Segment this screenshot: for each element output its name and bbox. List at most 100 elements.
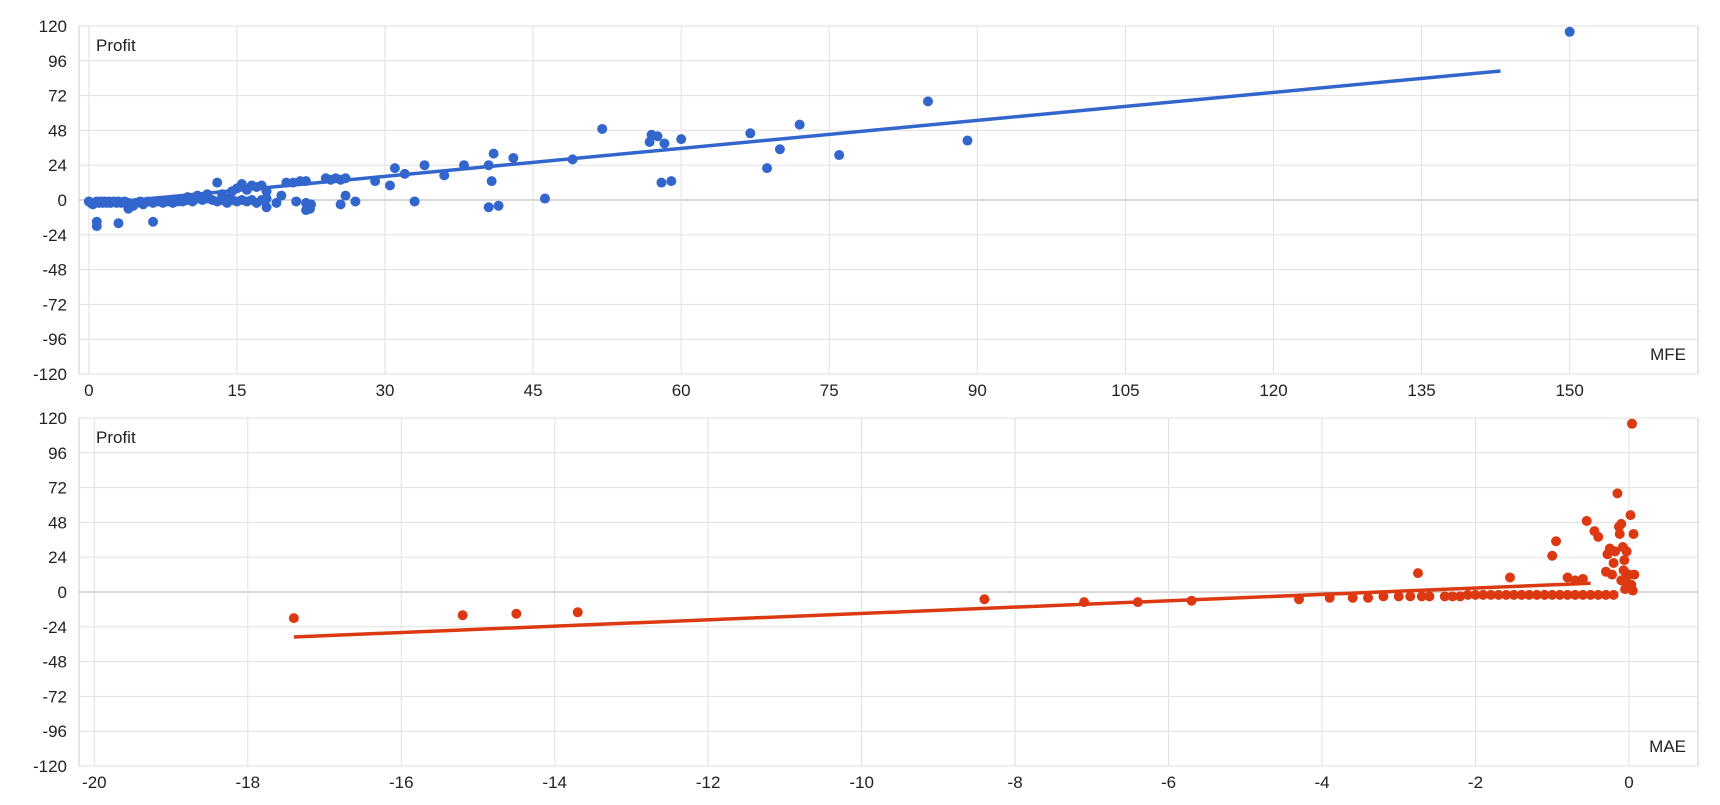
mae-data-point	[1600, 589, 1611, 600]
mfe-data-point	[148, 216, 159, 227]
mae-data-point	[1455, 591, 1466, 602]
mae-data-point	[1607, 569, 1618, 580]
mae-data-point	[1581, 515, 1592, 526]
mfe-y-tick-label: 96	[48, 52, 67, 71]
mfe-data-point	[340, 190, 351, 201]
mae-x-tick-label: -10	[849, 773, 874, 792]
mfe-data-point	[439, 170, 450, 181]
mfe-data-point	[745, 128, 756, 139]
mfe-x-tick-label: 105	[1111, 381, 1139, 400]
mfe-data-point	[652, 131, 663, 142]
mae-data-point	[1608, 558, 1619, 568]
mae-data-point	[1627, 418, 1638, 429]
mae-data-point	[1516, 589, 1527, 600]
mfe-data-point	[493, 200, 504, 211]
mae-y-tick-label: -48	[42, 653, 67, 672]
mfe-x-tick-label: 90	[968, 381, 987, 400]
mae-data-point	[1612, 488, 1623, 499]
mfe-data-point	[486, 176, 497, 187]
mae-data-point	[511, 608, 522, 619]
mae-data-point	[1619, 555, 1630, 566]
mae-data-point	[1593, 531, 1604, 542]
mae-data-point	[1577, 573, 1588, 584]
mae-data-point	[1531, 589, 1542, 600]
mfe-data-point	[335, 199, 346, 210]
mfe-y-tick-label: -72	[42, 295, 67, 314]
mae-y-tick-label: 48	[48, 513, 67, 532]
mfe-y-tick-label: 48	[48, 121, 67, 140]
mfe-data-point	[676, 134, 687, 145]
mae-y-tick-label: -72	[42, 687, 67, 706]
mfe-data-point	[774, 144, 785, 155]
mae-data-point	[1547, 550, 1558, 561]
mae-data-point	[1577, 589, 1588, 600]
mae-data-point	[457, 610, 468, 621]
mae-data-point	[1462, 589, 1473, 600]
mfe-data-point	[389, 163, 400, 174]
mfe-x-tick-label: 60	[672, 381, 691, 400]
mae-y-tick-label: 24	[48, 548, 67, 567]
mae-data-point	[1347, 592, 1358, 603]
mfe-data-point	[276, 190, 287, 201]
mfe-data-point	[409, 196, 420, 207]
mae-data-point	[1393, 591, 1404, 602]
mfe-data-point	[261, 193, 272, 204]
mae-x-tick-label: 0	[1624, 773, 1633, 792]
mae-data-point	[1608, 589, 1619, 600]
mae-data-point	[1378, 591, 1389, 602]
mfe-y-tick-label: -48	[42, 261, 67, 280]
mae-y-tick-label: 0	[58, 583, 67, 602]
mfe-trendline	[88, 69, 1501, 207]
mfe-data-point	[922, 96, 933, 107]
mae-y-tick-label: -24	[42, 618, 67, 637]
mae-x-tick-label: -6	[1161, 773, 1176, 792]
mfe-data-point	[597, 123, 608, 134]
mfe-data-point	[834, 150, 845, 161]
mfe-data-point	[539, 193, 550, 204]
mae-data-point	[1439, 591, 1450, 602]
mae-x-axis-title: MAE	[1649, 737, 1686, 756]
mfe-x-tick-label: 45	[524, 381, 543, 400]
mae-data-point	[1625, 510, 1636, 521]
mae-x-tick-label: -20	[82, 773, 107, 792]
mfe-y-tick-label: 120	[39, 17, 67, 36]
mfe-y-axis-title: Profit	[96, 36, 136, 55]
mae-x-tick-label: -18	[236, 773, 261, 792]
mfe-data-point	[222, 193, 233, 204]
mae-data-point	[1416, 591, 1427, 602]
mfe-y-tick-label: -96	[42, 330, 67, 349]
mae-data-point	[1614, 529, 1625, 539]
mae-data-point	[1493, 589, 1504, 600]
mfe-data-point	[794, 119, 805, 130]
mae-data-point	[1363, 592, 1374, 603]
mae-y-tick-label: -120	[33, 757, 67, 776]
mae-data-point	[1627, 585, 1638, 596]
mfe-data-point	[483, 202, 494, 213]
mae-y-axis-title: Profit	[96, 428, 136, 447]
mfe-x-tick-label: 30	[376, 381, 395, 400]
mae-data-point	[1562, 589, 1573, 600]
mae-x-tick-label: -16	[389, 773, 414, 792]
mae-data-point	[1501, 589, 1512, 600]
mfe-y-tick-label: 24	[48, 156, 67, 175]
mae-data-point	[288, 613, 299, 624]
mae-y-tick-label: -96	[42, 722, 67, 741]
mfe-x-tick-label: 15	[227, 381, 246, 400]
mae-data-point	[1629, 569, 1640, 580]
mae-data-point	[1547, 589, 1558, 600]
mae-data-point	[1470, 589, 1481, 600]
mae-data-point	[1485, 589, 1496, 600]
mae-data-point	[1593, 589, 1604, 600]
mae-x-tick-label: -14	[542, 773, 567, 792]
mae-data-point	[1628, 529, 1639, 539]
mae-data-point	[1610, 546, 1621, 557]
mae-x-tick-label: -2	[1468, 773, 1483, 792]
mfe-y-tick-label: -120	[33, 365, 67, 384]
mae-data-point	[979, 594, 990, 605]
mfe-data-point	[271, 197, 282, 208]
mfe-data-point	[659, 138, 670, 149]
mfe-x-tick-label: 150	[1555, 381, 1583, 400]
mfe-x-tick-label: 75	[820, 381, 839, 400]
mae-data-point	[1616, 518, 1627, 529]
